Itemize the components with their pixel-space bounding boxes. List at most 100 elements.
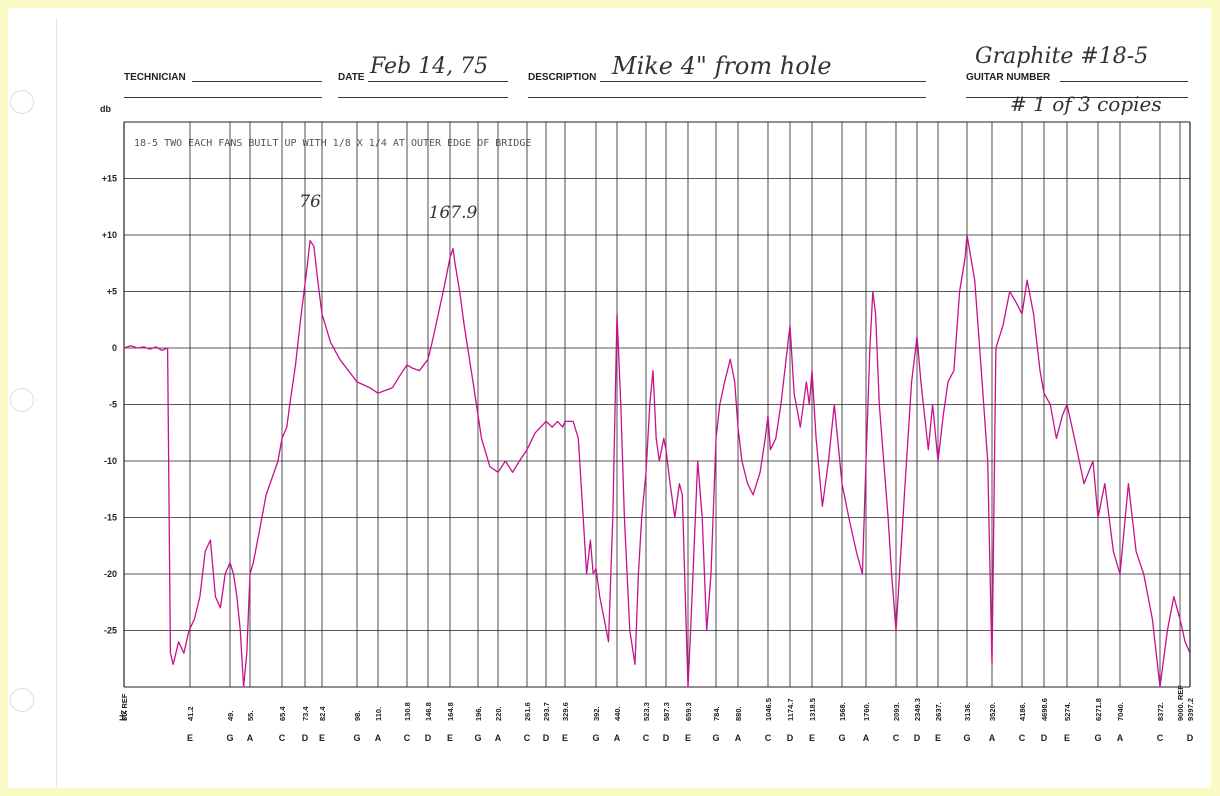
x-tick-freq-label: 3520. [988, 702, 997, 721]
margin-rule [56, 18, 57, 788]
x-tick-freq-label: 1174.7 [786, 698, 795, 721]
x-tick-freq-label: 440. [613, 706, 622, 721]
x-tick-note-label: A [247, 733, 254, 743]
x-tick-freq-label: 41.2 [186, 706, 195, 721]
x-tick-note-label: D [302, 733, 309, 743]
x-tick-note-label: G [353, 733, 360, 743]
x-tick-freq-label: 146.8 [424, 702, 433, 721]
x-tick-note-label: D [1187, 733, 1194, 743]
x-tick-freq-label: 523.3 [642, 702, 651, 721]
x-tick-freq-label: 293.7 [542, 702, 551, 721]
x-tick-note-label: A [989, 733, 996, 743]
x-tick-note-label: E [935, 733, 941, 743]
x-tick-freq-label: 49. [226, 711, 235, 721]
x-tick-freq-label: 55. [246, 711, 255, 721]
x-tick-freq-label: 587.3 [662, 702, 671, 721]
x-tick-freq-label: 1760. [862, 702, 871, 721]
grid [123, 121, 1191, 688]
copies-note: # 1 of 3 copies [1010, 92, 1162, 116]
x-tick-note-label: E [447, 733, 453, 743]
chart-title: 18-5 TWO EACH FANS BUILT UP WITH 1/8 X 1… [134, 138, 531, 149]
x-tick-note-label: G [1094, 733, 1101, 743]
x-tick-note-label: C [524, 733, 531, 743]
x-tick-freq-label: 1046.5 [764, 698, 773, 721]
x-tick-note-label: G [712, 733, 719, 743]
x-tick-freq-label: 82.4 [318, 706, 327, 721]
x-tick-note-label: E [809, 733, 815, 743]
x-tick-note-label: A [375, 733, 382, 743]
binder-hole [10, 388, 34, 412]
x-tick-freq-label: 30. REF [120, 693, 129, 721]
x-tick-note-label: D [1041, 733, 1048, 743]
date-label: DATE [338, 72, 365, 83]
technician-underline [192, 81, 322, 82]
x-tick-note-label: D [543, 733, 550, 743]
x-tick-note-label: G [226, 733, 233, 743]
x-tick-freq-label: 3136. [963, 702, 972, 721]
peak-annotation: 76 [299, 192, 321, 212]
x-tick-note-label: D [914, 733, 921, 743]
x-tick-note-label: G [474, 733, 481, 743]
x-tick-freq-label: 329.6 [561, 702, 570, 721]
x-tick-freq-label: 6271.8 [1094, 698, 1103, 721]
x-tick-note-label: G [838, 733, 845, 743]
x-tick-note-label: C [765, 733, 772, 743]
x-tick-note-label: E [562, 733, 568, 743]
x-tick-note-label: G [963, 733, 970, 743]
y-tick-label: -15 [104, 513, 117, 523]
x-tick-freq-label: 196. [474, 706, 483, 721]
x-tick-freq-label: 5274. [1063, 702, 1072, 721]
x-tick-freq-label: 7040. [1116, 702, 1125, 721]
x-tick-note-label: E [1064, 733, 1070, 743]
x-tick-note-label: D [425, 733, 432, 743]
x-tick-note-label: A [735, 733, 742, 743]
y-axis-label: db [100, 104, 111, 114]
x-tick-freq-label: 2637. [934, 702, 943, 721]
x-tick-note-label: E [319, 733, 325, 743]
response-trace-layer [123, 234, 1191, 688]
x-tick-freq-label: 1318.5 [808, 698, 817, 721]
x-axis-label: Hz [118, 710, 128, 721]
x-tick-freq-label: 98. [353, 711, 362, 721]
x-tick-note-label: C [643, 733, 650, 743]
x-tick-freq-label: 130.8 [403, 702, 412, 721]
y-tick-label: +15 [102, 174, 117, 184]
guitar-number-rule [966, 97, 1188, 98]
x-tick-freq-label: 261.6 [523, 702, 532, 721]
x-tick-note-label: C [279, 733, 286, 743]
x-tick-freq-label: 2093. [892, 702, 901, 721]
x-tick-freq-label: 110. [374, 707, 383, 721]
technician-rule [124, 97, 322, 98]
x-tick-freq-label: 659.3 [684, 702, 693, 721]
x-tick-note-label: A [863, 733, 870, 743]
x-tick-note-label: A [614, 733, 621, 743]
description-rule [528, 97, 926, 98]
description-label: DESCRIPTION [528, 72, 597, 83]
description-underline [600, 81, 926, 82]
x-tick-note-label: E [187, 733, 193, 743]
date-value: Feb 14, 75 [370, 54, 489, 79]
y-tick-label: 0 [112, 343, 117, 353]
x-tick-freq-label: 4698.6 [1040, 698, 1049, 721]
x-tick-note-label: A [495, 733, 502, 743]
x-tick-freq-label: 65.4 [278, 706, 287, 721]
y-tick-label: -5 [109, 400, 117, 410]
y-tick-label: -25 [104, 626, 117, 636]
x-tick-freq-label: 9397.2 [1186, 698, 1195, 721]
x-tick-note-label: C [1019, 733, 1026, 743]
annotations: 76 167.9 [299, 192, 477, 223]
description-value: Mike 4" from hole [612, 52, 832, 80]
x-tick-note-label: C [893, 733, 900, 743]
x-tick-freq-label: 392. [592, 706, 601, 721]
x-tick-freq-label: 4186. [1018, 702, 1027, 721]
response-trace [123, 234, 1191, 688]
x-tick-note-label: D [663, 733, 670, 743]
x-tick-freq-label: 164.8 [446, 702, 455, 721]
x-tick-note-label: G [592, 733, 599, 743]
x-tick-freq-label: 73.4 [301, 706, 310, 721]
x-tick-note-label: C [1157, 733, 1164, 743]
x-tick-freq-label: 784. [712, 706, 721, 721]
guitar-number-label: GUITAR NUMBER [966, 72, 1051, 83]
x-tick-note-label: E [685, 733, 691, 743]
